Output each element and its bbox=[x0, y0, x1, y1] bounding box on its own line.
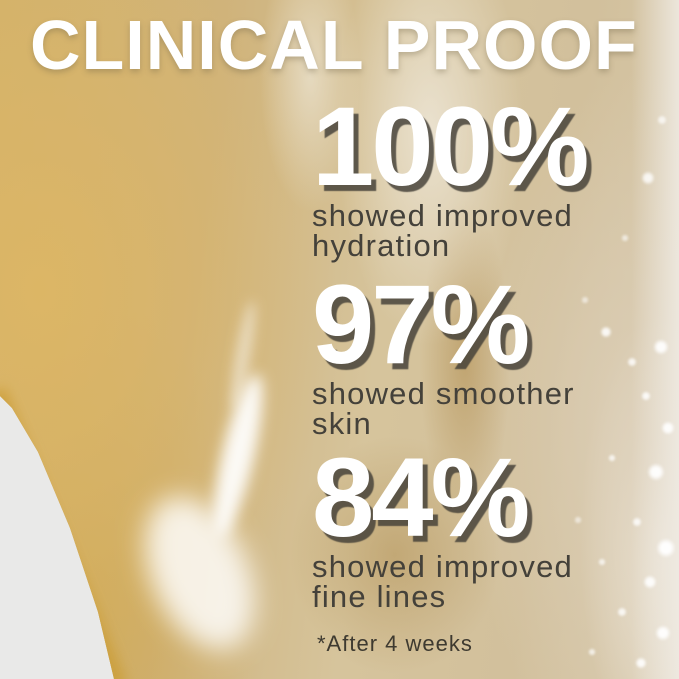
stat-value: 84% bbox=[312, 435, 530, 560]
stat-label: showed improved hydration bbox=[312, 197, 586, 264]
stat-label: showed smoother skin bbox=[312, 375, 575, 442]
stat-label-line: showed improved bbox=[312, 548, 573, 584]
stat-block-fine-lines: 84% showed improved fine lines bbox=[312, 435, 573, 615]
stat-label-line: fine lines bbox=[312, 579, 447, 615]
page-title: CLINICAL PROOF bbox=[30, 6, 638, 84]
stat-label: showed improved fine lines bbox=[312, 548, 573, 615]
stat-label-line: skin bbox=[312, 406, 372, 442]
stat-value: 100% bbox=[312, 84, 589, 209]
stat-label-line: showed improved bbox=[312, 197, 573, 233]
stat-label-line: hydration bbox=[312, 228, 451, 264]
stat-label-line: showed smoother bbox=[312, 375, 575, 411]
stat-block-smoother-skin: 97% showed smoother skin bbox=[312, 262, 575, 442]
stat-block-hydration: 100% showed improved hydration bbox=[312, 84, 589, 264]
footnote: *After 4 weeks bbox=[317, 631, 473, 656]
stat-value: 97% bbox=[312, 262, 530, 387]
